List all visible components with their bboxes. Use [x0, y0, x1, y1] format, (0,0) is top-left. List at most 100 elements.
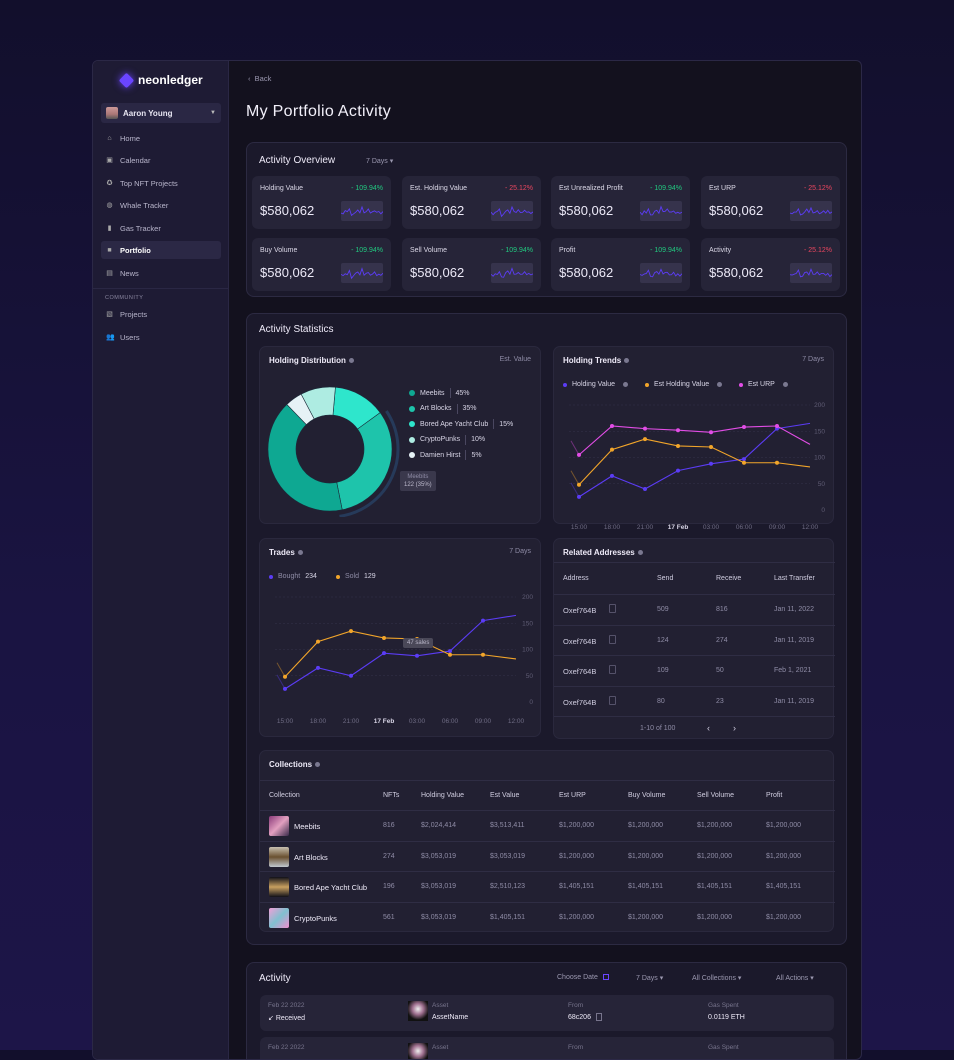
stat-card[interactable]: Profit - 109.94% $580,062: [551, 238, 690, 291]
cell-collection: Meebits: [294, 822, 321, 831]
data-point[interactable]: [481, 618, 485, 623]
data-point[interactable]: [610, 473, 614, 478]
copy-icon[interactable]: [596, 1013, 602, 1021]
chevron-right-icon[interactable]: ›: [733, 723, 736, 733]
data-point[interactable]: [448, 649, 452, 654]
sidebar-item-calendar[interactable]: ▣ Calendar: [101, 151, 221, 169]
legend-label: Bought: [278, 573, 301, 580]
data-point[interactable]: [610, 447, 614, 452]
data-point[interactable]: [709, 445, 713, 449]
x-tick-label: 09:00: [769, 524, 786, 531]
activity-row[interactable]: Feb 22 2022 Asset From Gas Spent: [260, 1037, 834, 1059]
range-dropdown[interactable]: 7 Days ▾: [366, 157, 393, 165]
data-point[interactable]: [643, 487, 647, 491]
data-point[interactable]: [577, 494, 581, 499]
legend-item: Bored Ape Yacht Club 15%: [409, 419, 513, 429]
sidebar-item-news[interactable]: ▤ News: [101, 264, 221, 282]
cell-profit: $1,200,000: [766, 852, 802, 860]
data-point[interactable]: [775, 460, 779, 465]
collections-dropdown[interactable]: All Collections ▾: [692, 974, 741, 982]
data-point[interactable]: [610, 424, 614, 428]
data-point[interactable]: [643, 426, 647, 431]
logo[interactable]: neonledger: [118, 72, 203, 88]
range-dropdown[interactable]: 7 Days ▾: [636, 974, 663, 982]
choose-date-button[interactable]: Choose Date: [557, 974, 609, 981]
data-point[interactable]: [775, 424, 779, 428]
table-row[interactable]: Meebits 816 $2,024,414 $3,513,411 $1,200,000…: [260, 810, 835, 840]
trades-range-dropdown[interactable]: 7 Days: [509, 548, 531, 555]
back-link[interactable]: ‹ Back: [248, 74, 271, 83]
data-point[interactable]: [349, 629, 353, 634]
stat-card[interactable]: Holding Value - 109.94% $580,062: [252, 176, 391, 229]
info-icon[interactable]: [782, 382, 788, 387]
table-row: Oxef764B 124 274 Jan 11, 2019: [554, 624, 835, 655]
data-point[interactable]: [481, 652, 485, 657]
stat-card[interactable]: Est Unrealized Profit - 109.94% $580,062: [551, 176, 690, 229]
info-icon[interactable]: [348, 358, 354, 364]
data-point[interactable]: [676, 468, 680, 473]
actions-dropdown[interactable]: All Actions ▾: [776, 974, 814, 982]
copy-icon[interactable]: [609, 604, 616, 613]
info-icon[interactable]: [623, 382, 629, 387]
data-point[interactable]: [577, 452, 581, 457]
data-point[interactable]: [316, 665, 320, 670]
sidebar-item-users[interactable]: 👥 Users: [101, 328, 221, 346]
copy-icon[interactable]: [609, 634, 616, 644]
activity-row[interactable]: Feb 22 2022 ↙ Received Asset AssetName From 6…: [260, 995, 834, 1031]
stat-card[interactable]: Buy Volume - 109.94% $580,062: [252, 238, 391, 291]
copy-icon[interactable]: [609, 695, 616, 705]
chevron-left-icon[interactable]: ‹: [707, 723, 710, 733]
column-header: Sell Volume: [697, 792, 734, 799]
data-point[interactable]: [415, 653, 419, 658]
info-icon[interactable]: [624, 358, 630, 364]
info-icon[interactable]: [717, 382, 723, 387]
table-row[interactable]: Bored Ape Yacht Club 196 $3,053,019 $2,510,…: [260, 871, 835, 901]
cell-profit: $1,200,000: [766, 822, 802, 829]
arrow-down-left-icon: ↙: [268, 1015, 276, 1022]
sidebar-item-gas-tracker[interactable]: ▮ Gas Tracker: [101, 219, 221, 237]
data-point[interactable]: [742, 425, 746, 430]
stat-card[interactable]: Est URP - 25.12% $580,062: [701, 176, 840, 229]
stat-card[interactable]: Activity - 25.12% $580,062: [701, 238, 840, 291]
data-point[interactable]: [709, 430, 713, 435]
donut-slice-cryptopunks[interactable]: [300, 386, 336, 420]
info-icon[interactable]: [637, 550, 643, 556]
stat-card[interactable]: Sell Volume - 109.94% $580,062: [402, 238, 541, 291]
data-point[interactable]: [676, 428, 680, 433]
sidebar-item-portfolio[interactable]: ■ Portfolio: [101, 241, 221, 259]
legend-label: Sold: [345, 573, 360, 580]
sidebar-item-whale-tracker[interactable]: ◍ Whale Tracker: [101, 196, 221, 214]
info-icon[interactable]: [315, 762, 321, 768]
data-point[interactable]: [448, 652, 452, 657]
data-point[interactable]: [382, 651, 386, 656]
sidebar-item-projects[interactable]: ▧ Projects: [101, 305, 221, 323]
donut-slice-meebits[interactable]: [267, 404, 343, 512]
data-point[interactable]: [709, 461, 713, 466]
y-tick-label: 50: [526, 673, 534, 680]
data-point[interactable]: [316, 639, 320, 644]
data-point[interactable]: [283, 686, 287, 691]
donut-slice-art-blocks[interactable]: [336, 412, 393, 511]
user-name: Aaron Young: [123, 108, 173, 118]
user-switcher[interactable]: Aaron Young ▼: [101, 103, 221, 123]
data-point[interactable]: [577, 482, 581, 487]
table-row[interactable]: CryptoPunks 561 $3,053,019 $1,405,151 $1,200…: [260, 901, 835, 932]
table-row[interactable]: Art Blocks 274 $3,053,019 $3,053,019 $1,200,…: [260, 840, 835, 871]
stat-card[interactable]: Est. Holding Value - 25.12% $580,062: [402, 176, 541, 229]
data-point[interactable]: [742, 457, 746, 462]
stat-label: Sell Volume: [410, 247, 447, 254]
copy-icon[interactable]: [609, 665, 616, 674]
data-point[interactable]: [382, 635, 386, 640]
stat-value: $580,062: [709, 203, 764, 218]
value-mode-toggle[interactable]: Est. Value: [499, 356, 531, 363]
data-point[interactable]: [643, 437, 647, 442]
data-point[interactable]: [742, 460, 746, 465]
data-point[interactable]: [283, 674, 287, 679]
sidebar-item-home[interactable]: ⌂ Home: [101, 129, 221, 147]
sidebar-item-top-nft-projects[interactable]: ✪ Top NFT Projects: [101, 174, 221, 192]
data-point[interactable]: [349, 673, 353, 678]
trends-range-dropdown[interactable]: 7 Days: [802, 356, 824, 363]
last-transfer: Feb 1, 2021: [774, 667, 812, 674]
info-icon[interactable]: [297, 550, 303, 556]
data-point[interactable]: [676, 443, 680, 448]
